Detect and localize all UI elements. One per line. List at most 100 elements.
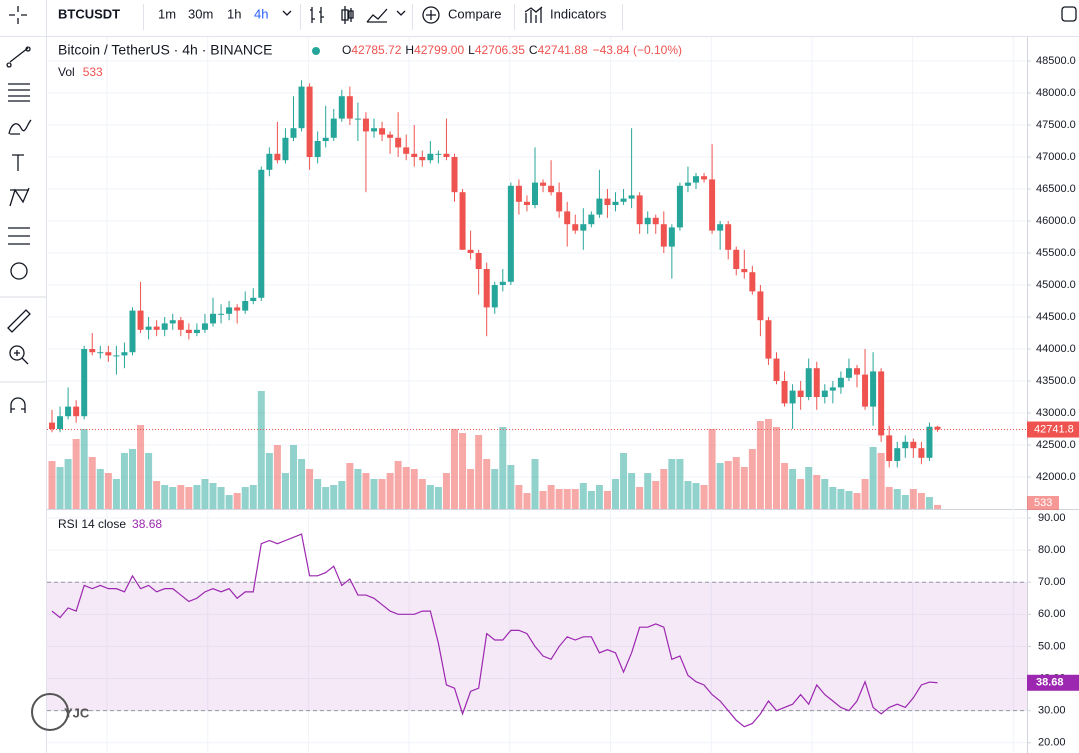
candle-body: [733, 249, 740, 269]
candle-body: [620, 198, 627, 202]
candle-body: [741, 269, 748, 273]
candle-body: [435, 153, 442, 155]
rsi-tick-label: 70.00: [1038, 576, 1066, 588]
style-dropdown[interactable]: [396, 10, 406, 16]
candle-body: [419, 157, 426, 161]
volume-bar: [410, 469, 418, 509]
ohlc-value: 42785.72: [351, 43, 401, 57]
volume-bar: [813, 475, 821, 509]
snapshot-icon[interactable]: [1061, 6, 1077, 22]
volume-bar: [201, 479, 209, 509]
volume-bar: [281, 473, 289, 509]
candle-body: [709, 179, 716, 231]
volume-bar: [700, 485, 708, 509]
volume-bar: [563, 489, 571, 509]
interval-button[interactable]: 30m: [188, 6, 213, 21]
pattern-tool[interactable]: [9, 187, 30, 207]
text-tool[interactable]: [12, 154, 24, 171]
candle-body: [628, 195, 635, 199]
candle-body: [588, 214, 595, 225]
candle-body: [507, 185, 514, 282]
candle-body: [266, 153, 273, 170]
volume-bar: [241, 487, 249, 509]
volume-bar: [781, 463, 789, 509]
volume-bar: [265, 453, 273, 509]
volume-bar: [273, 445, 281, 509]
candle-body: [862, 374, 869, 407]
compare-button[interactable]: Compare: [448, 6, 501, 21]
volume-bar: [499, 427, 507, 509]
candle-body: [612, 201, 619, 205]
interval-button[interactable]: 1m: [158, 6, 176, 21]
candle-body: [805, 368, 812, 397]
volume-value-box: [1027, 496, 1059, 510]
volume-bar: [652, 481, 660, 509]
prediction-tool[interactable]: [8, 227, 30, 245]
volume-bar: [442, 473, 450, 509]
volume-bar: [684, 481, 692, 509]
candle-body: [89, 349, 96, 353]
candle-body: [330, 118, 337, 138]
interval-dropdown[interactable]: [282, 10, 292, 16]
rsi-tick-label: 50.00: [1038, 640, 1066, 652]
candle-body: [515, 185, 522, 202]
rsi-title: RSI 14 close: [58, 517, 126, 531]
candle-body: [282, 137, 289, 161]
indicators-button[interactable]: Indicators: [550, 6, 607, 21]
candle-body: [306, 86, 313, 157]
candle-body: [387, 134, 394, 138]
magnet-tool[interactable]: [10, 397, 26, 413]
interval-button[interactable]: 1h: [227, 6, 241, 21]
candle-style-icon[interactable]: [341, 6, 354, 24]
volume-bar: [120, 453, 128, 509]
y-tick-label: 48500.0: [1036, 55, 1076, 67]
symbol[interactable]: BTCUSDT: [58, 6, 120, 21]
area-style-icon[interactable]: [366, 8, 388, 23]
candle-body: [290, 128, 297, 138]
candle-body: [371, 128, 377, 132]
volume-bar: [676, 459, 684, 509]
candle-body: [491, 285, 498, 308]
y-tick-label: 44500.0: [1036, 311, 1076, 323]
interval-button[interactable]: 4h: [254, 6, 268, 21]
volume-bar: [773, 427, 780, 509]
candle-body: [757, 291, 764, 321]
volume-bar: [330, 485, 338, 509]
candle-body: [379, 128, 386, 135]
emoji-tool[interactable]: [10, 262, 28, 280]
compare-icon[interactable]: [422, 6, 440, 24]
volume-bar: [531, 459, 539, 509]
rsi-line: [51, 533, 938, 728]
candle-body: [523, 201, 530, 205]
indicators-icon[interactable]: [524, 6, 543, 23]
volume-bar: [233, 493, 241, 509]
fib-tool[interactable]: [8, 83, 30, 102]
candle-body: [443, 153, 450, 157]
last-price-label: 42741.8: [1034, 423, 1074, 435]
candle-body: [169, 320, 176, 324]
brush-tool[interactable]: [8, 119, 32, 135]
candle-body: [210, 313, 216, 324]
rsi-tick-label: 30.00: [1038, 705, 1066, 717]
candle-body: [129, 310, 136, 353]
candle-body: [137, 310, 144, 330]
candle-body: [580, 224, 587, 231]
ohlc-prefix: O: [342, 43, 351, 57]
candle-body: [121, 352, 128, 356]
ohlc-prefix: L: [468, 43, 475, 57]
volume-bar: [620, 453, 628, 509]
trend-line-tool[interactable]: [6, 46, 31, 68]
zoom-tool[interactable]: [9, 345, 25, 361]
volume-bar: [829, 487, 837, 509]
bar-style-icon[interactable]: [310, 7, 324, 23]
candle-body: [73, 406, 80, 417]
volume-bar: [225, 495, 233, 509]
measure-tool[interactable]: [7, 309, 31, 333]
crosshair-icon[interactable]: [9, 6, 27, 24]
candle-body: [314, 141, 321, 157]
volume-bar: [96, 469, 104, 509]
candle-body: [676, 185, 683, 228]
volume-bar: [314, 479, 322, 509]
volume-bar: [434, 487, 442, 509]
volume-bar: [346, 463, 354, 509]
